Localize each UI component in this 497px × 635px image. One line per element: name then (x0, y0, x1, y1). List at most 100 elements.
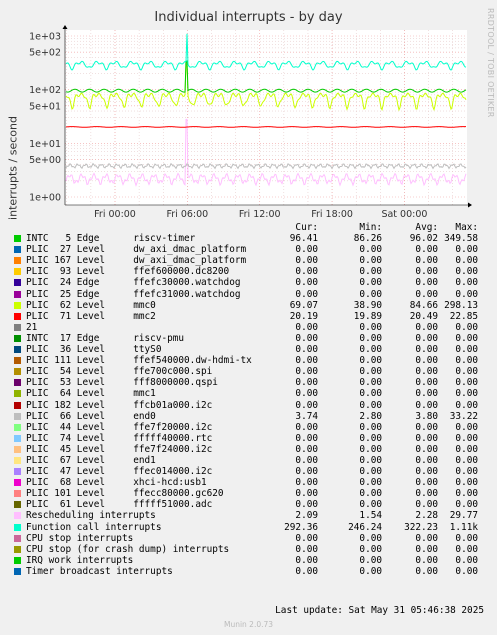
legend-value-max: 0.00 (455, 488, 478, 500)
legend-value-cur: 0.00 (295, 399, 318, 411)
legend-swatch (14, 368, 21, 376)
legend-value-avg: 0.00 (415, 366, 438, 378)
legend-value-cur: 292.36 (284, 521, 318, 533)
legend-value-max: 0.00 (455, 366, 478, 378)
legend-value-min: 0.00 (359, 554, 382, 566)
legend-value-min: 0.00 (359, 488, 382, 500)
legend-label: PLIC 61 Level fffff51000.adc (26, 499, 213, 511)
legend-value-min: 0.00 (359, 432, 382, 444)
series-riscv-timer (65, 60, 467, 93)
legend-value-min: 246.24 (348, 521, 382, 533)
legend-value-min: 0.00 (359, 344, 382, 356)
legend-value-avg: 0.00 (415, 266, 438, 278)
legend-label: CPU stop interrupts (26, 532, 134, 544)
legend-swatch (14, 346, 21, 354)
legend-value-cur: 0.00 (295, 277, 318, 289)
legend-value-cur: 0.00 (295, 321, 318, 333)
y-axis-arrow (62, 25, 68, 29)
legend-value-cur: 0.00 (295, 255, 318, 267)
legend-value-max: 0.00 (455, 288, 478, 300)
legend-value-cur: 0.00 (295, 288, 318, 300)
legend-value-avg: 0.00 (415, 255, 438, 267)
legend-value-min: 0.00 (359, 532, 382, 544)
legend-swatch (14, 301, 21, 309)
legend-value-max: 0.00 (455, 355, 478, 367)
legend-value-max: 0.00 (455, 244, 478, 256)
legend-swatch (14, 556, 21, 564)
legend-value-max: 0.00 (455, 321, 478, 333)
legend-value-avg: 0.00 (415, 554, 438, 566)
legend-label: PLIC 44 Level ffe7f20000.i2c (26, 421, 213, 433)
legend-swatch (14, 379, 21, 387)
rrdtool-credit: RRDTOOL / TOBI OETIKER (486, 8, 495, 118)
legend-label: PLIC 101 Level ffecc80000.gc620 (26, 488, 224, 500)
legend-value-cur: 0.00 (295, 266, 318, 278)
legend-swatch (14, 412, 21, 420)
legend-label: Timer broadcast interrupts (26, 565, 173, 577)
legend-label: 21 (26, 321, 38, 333)
y-tick-label: 5e+00 (29, 155, 61, 166)
legend-swatch (14, 468, 21, 476)
legend-value-cur: 0.00 (295, 432, 318, 444)
legend-value-avg: 0.00 (415, 321, 438, 333)
legend-value-max: 0.00 (455, 499, 478, 511)
legend-value-min: 0.00 (359, 366, 382, 378)
legend-value-avg: 2.28 (415, 510, 438, 522)
legend-value-max: 0.00 (455, 432, 478, 444)
legend-rows: INTC 5 Edge riscv-timer 96.41 86.26 96.02 34… (12, 233, 494, 577)
series-function-call (65, 33, 467, 71)
legend-value-avg: 96.02 (409, 233, 438, 245)
legend-value-avg: 0.00 (415, 432, 438, 444)
grid (65, 30, 467, 205)
legend-row: PLIC 25 Edge ffefc31000.watchdog 0.00 0.00… (12, 289, 494, 300)
legend-value-cur: 0.00 (295, 421, 318, 433)
legend-value-avg: 0.00 (415, 244, 438, 256)
header-min: Min: (359, 222, 382, 233)
legend-row: PLIC 62 Level mmc0 69.07 38.90 84.66 298.13 (12, 300, 494, 311)
x-tick-label: Fri 06:00 (167, 209, 209, 220)
legend-value-max: 0.00 (455, 332, 478, 344)
legend-value-avg: 0.00 (415, 477, 438, 489)
legend-row: PLIC 71 Level mmc2 20.19 19.89 20.49 22.85 (12, 311, 494, 322)
legend-swatch (14, 523, 21, 531)
legend-value-cur: 0.00 (295, 355, 318, 367)
legend-row: PLIC 182 Level ffcb01a000.i2c 0.00 0.00 0.0… (12, 400, 494, 411)
y-tick-label: 5e+01 (29, 101, 61, 112)
legend-label: PLIC 53 Level fff8000000.qspi (26, 377, 218, 389)
legend-label: PLIC 64 Level mmc1 (26, 388, 156, 400)
legend-swatch (14, 512, 21, 520)
legend-value-avg: 0.00 (415, 443, 438, 455)
legend-label: PLIC 24 Edge ffefc30000.watchdog (26, 277, 241, 289)
legend-row: CPU stop interrupts 0.00 0.00 0.00 0.00 (12, 533, 494, 544)
header-cur: Cur: (295, 222, 318, 233)
legend-value-max: 0.00 (455, 565, 478, 577)
legend-label: PLIC 62 Level mmc0 (26, 299, 156, 311)
legend-row: PLIC 167 Level dw_axi_dmac_platform 0.00 0… (12, 255, 494, 266)
legend-value-avg: 322.23 (404, 521, 438, 533)
chart-title: Individual interrupts - by day (154, 10, 343, 25)
legend-value-avg: 20.49 (409, 310, 438, 322)
legend-swatch (14, 357, 21, 365)
legend-row: PLIC 67 Level end1 0.00 0.00 0.00 0.00 (12, 455, 494, 466)
legend-swatch (14, 534, 21, 542)
legend-value-max: 0.00 (455, 388, 478, 400)
legend-row: PLIC 74 Level fffff40000.rtc 0.00 0.00 0.00… (12, 433, 494, 444)
legend-value-avg: 84.66 (409, 299, 438, 311)
legend-swatch (14, 312, 21, 320)
legend-value-min: 0.00 (359, 454, 382, 466)
legend-value-max: 0.00 (455, 421, 478, 433)
legend-row: PLIC 44 Level ffe7f20000.i2c 0.00 0.00 0.00… (12, 422, 494, 433)
legend-value-max: 0.00 (455, 344, 478, 356)
legend-value-max: 349.58 (444, 233, 478, 245)
legend-value-min: 0.00 (359, 321, 382, 333)
legend-value-cur: 0.00 (295, 344, 318, 356)
legend-value-min: 0.00 (359, 399, 382, 411)
legend-label: PLIC 67 Level end1 (26, 454, 156, 466)
legend-label: INTC 5 Edge riscv-timer (26, 233, 196, 245)
legend-swatch (14, 434, 21, 442)
legend-value-avg: 0.00 (415, 277, 438, 289)
legend-row: PLIC 53 Level fff8000000.qspi 0.00 0.00 0.0… (12, 377, 494, 388)
legend-value-min: 0.00 (359, 477, 382, 489)
legend-value-cur: 0.00 (295, 443, 318, 455)
legend-value-max: 0.00 (455, 543, 478, 555)
